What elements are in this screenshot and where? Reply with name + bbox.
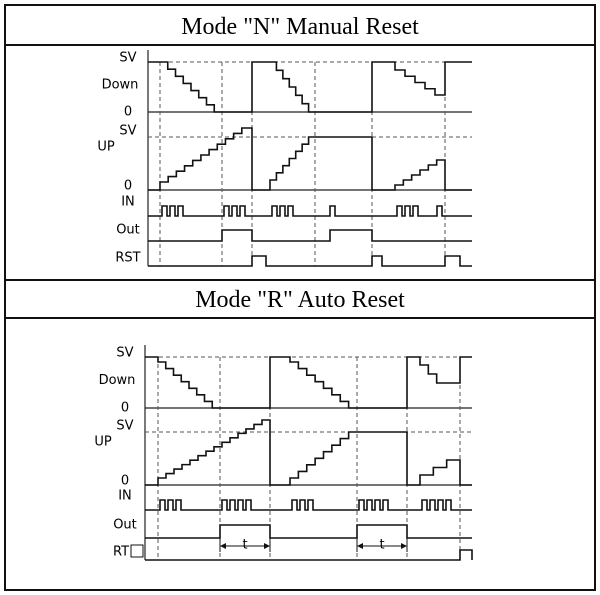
frame: [4, 4, 596, 591]
level-label: 0: [121, 474, 129, 489]
arrow-head: [357, 543, 363, 549]
down-counter-wave: [148, 61, 472, 113]
signal-label: Down: [102, 78, 139, 93]
signal-label: RST: [115, 251, 140, 266]
arrow-head: [220, 543, 226, 549]
arrow-head: [264, 543, 270, 549]
signal-label: IN: [118, 489, 132, 504]
up-counter-wave: [148, 127, 472, 191]
down-counter-wave: [145, 356, 472, 409]
signal-label: Down: [99, 373, 136, 388]
signal-label: RT: [113, 545, 129, 560]
level-label: SV: [116, 419, 133, 434]
reset-box: [130, 544, 144, 558]
level-label: SV: [116, 346, 133, 361]
level-label: SV: [119, 51, 136, 66]
timer-label: t: [379, 538, 384, 553]
level-label: 0: [124, 179, 132, 194]
signal-label: Out: [116, 223, 140, 238]
mode-title: Mode "N" Manual Reset: [181, 14, 419, 40]
output-wave: [148, 229, 472, 242]
output-wave: [145, 524, 472, 539]
input-wave: [148, 205, 472, 217]
signal-label: IN: [121, 195, 135, 210]
timer-label: t: [242, 538, 247, 553]
signal-label: UP: [97, 140, 115, 155]
up-counter-wave: [145, 419, 472, 486]
signal-label: Out: [113, 518, 137, 533]
reset-wave: [145, 549, 473, 561]
signal-label: UP: [94, 435, 112, 450]
reset-wave: [148, 255, 472, 267]
mode-title: Mode "R" Auto Reset: [195, 287, 405, 313]
level-label: 0: [124, 105, 132, 120]
level-label: SV: [119, 124, 136, 139]
input-wave: [145, 499, 472, 511]
level-label: 0: [121, 401, 129, 416]
arrow-head: [401, 543, 407, 549]
